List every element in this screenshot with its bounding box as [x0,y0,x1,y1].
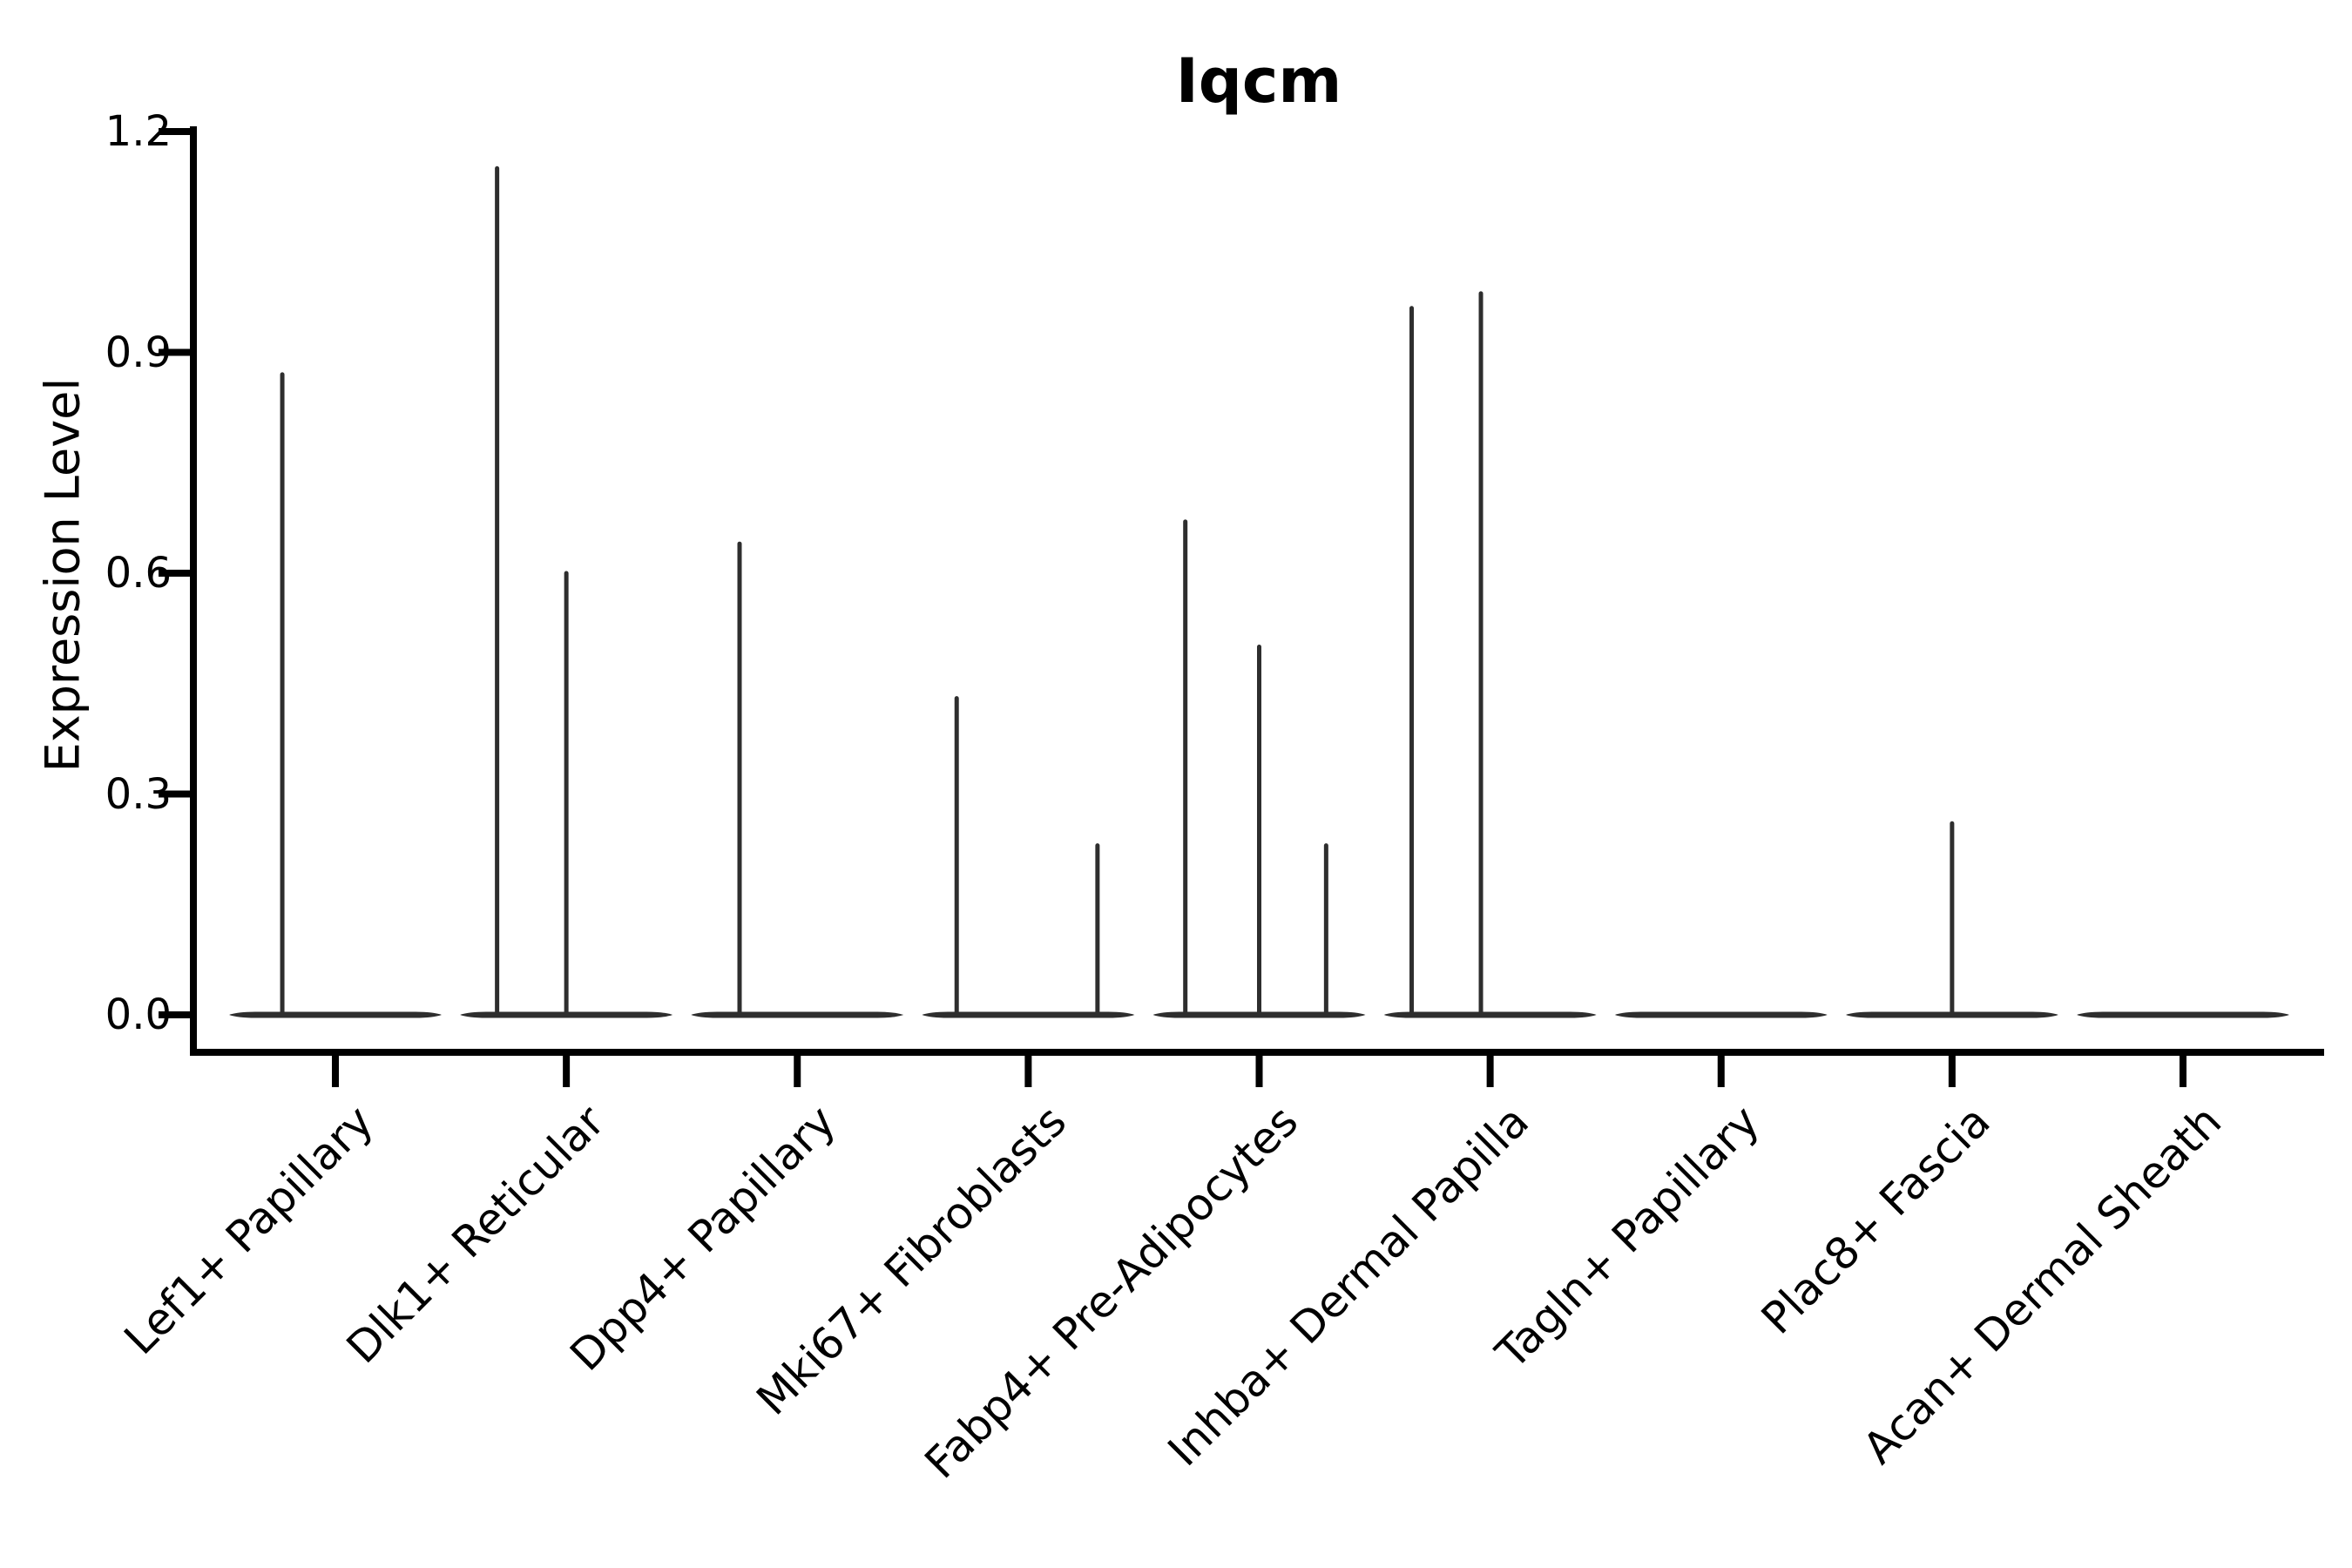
violin-body [922,1011,1135,1018]
y-tick-label-0.3: 0.3 [105,770,172,819]
violin-body [691,1011,904,1018]
violin-body [229,1011,442,1018]
y-tick-label-0.6: 0.6 [105,549,172,598]
chart-title: Iqcm [1175,45,1342,117]
violin-body [1614,1011,1828,1018]
y-tick-label-0.9: 0.9 [105,328,172,377]
violin-body [2077,1011,2289,1018]
y-tick-label-0.0: 0.0 [105,990,172,1039]
violin-body [1383,1011,1597,1018]
y-tick-label-1.2: 1.2 [105,107,172,156]
